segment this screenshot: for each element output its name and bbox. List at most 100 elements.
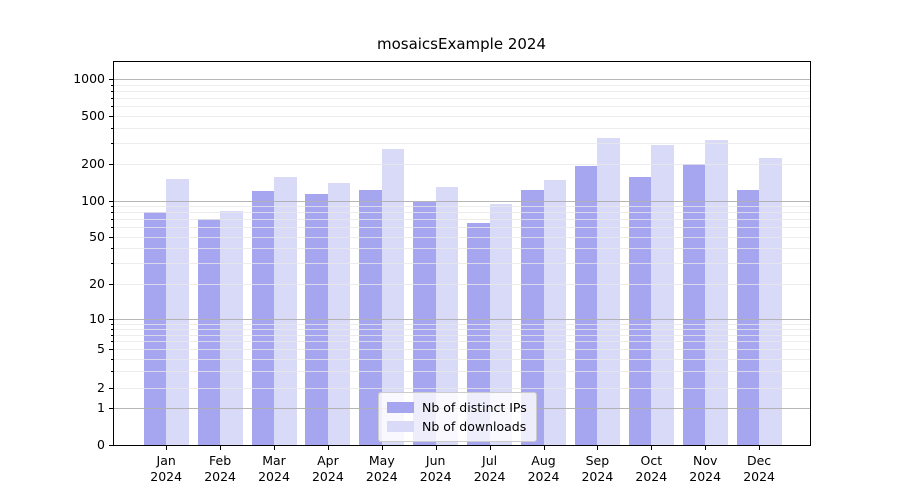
y-minor-tick-mark (111, 84, 113, 86)
x-tick-label-sep: Sep 2024 (567, 453, 627, 485)
bar-distinct-ips-jun (413, 202, 436, 445)
y-tick-label: 50 (89, 228, 105, 244)
x-tick-label-jul: Jul 2024 (460, 453, 520, 485)
minor-gridline (114, 127, 810, 129)
month-label: Apr (317, 453, 339, 468)
x-tick-mark (220, 446, 222, 450)
minor-gridline (114, 90, 810, 92)
month-label: Jul (482, 453, 498, 468)
bar-distinct-ips-feb (197, 218, 221, 445)
bar-downloads-feb (220, 210, 243, 445)
y-minor-tick-mark (111, 206, 113, 208)
x-tick-mark (435, 446, 437, 450)
legend-swatch-icon (387, 421, 414, 432)
x-tick-mark (543, 446, 545, 450)
y-minor-tick-mark (111, 263, 113, 265)
minor-gridline (114, 236, 810, 238)
year-label: 2024 (419, 469, 452, 484)
y-minor-tick-mark (111, 236, 113, 238)
minor-gridline (114, 219, 810, 221)
year-label: 2024 (204, 469, 236, 484)
x-tick-mark (651, 446, 653, 450)
month-label: Mar (262, 453, 286, 468)
bar-downloads-nov (705, 140, 728, 445)
major-gridline (114, 319, 810, 320)
y-minor-tick-mark (111, 116, 113, 117)
minor-gridline (114, 349, 810, 351)
y-minor-tick-mark (111, 90, 113, 92)
y-tick-mark (109, 319, 113, 320)
bar-distinct-ips-oct (628, 176, 652, 445)
bar-downloads-aug (543, 180, 566, 445)
x-tick-label-feb: Feb 2024 (190, 453, 250, 485)
legend-label: Nb of downloads (422, 419, 527, 434)
minor-gridline (114, 84, 810, 86)
y-minor-tick-mark (111, 164, 113, 165)
bar-downloads-jan (166, 179, 189, 445)
month-label: Jun (425, 453, 446, 468)
bar-downloads-oct (651, 144, 674, 445)
month-label: Aug (531, 453, 556, 468)
year-label: 2024 (527, 469, 560, 484)
legend: Nb of distinct IPs Nb of downloads (378, 392, 537, 442)
y-minor-tick-mark (111, 248, 113, 250)
y-minor-tick-mark (111, 388, 113, 390)
x-tick-mark (705, 446, 707, 450)
x-tick-mark (327, 446, 329, 450)
year-label: 2024 (743, 469, 775, 484)
year-label: 2024 (581, 469, 614, 484)
bar-distinct-ips-jul (467, 223, 490, 445)
year-label: 2024 (689, 469, 722, 484)
minor-gridline (114, 98, 810, 100)
x-tick-mark (489, 446, 491, 450)
minor-gridline (114, 388, 810, 390)
y-minor-tick-mark (111, 219, 113, 221)
y-minor-tick-mark (111, 106, 113, 108)
minor-gridline (114, 358, 810, 360)
minor-gridline (114, 263, 810, 265)
minor-gridline (114, 341, 810, 343)
x-tick-label-nov: Nov 2024 (675, 453, 735, 485)
year-label: 2024 (311, 469, 344, 484)
legend-label: Nb of distinct IPs (422, 400, 527, 415)
bar-downloads-may (381, 148, 405, 445)
x-tick-mark (759, 446, 761, 450)
bar-downloads-dec (759, 157, 782, 445)
month-label: Dec (746, 453, 772, 468)
minor-gridline (114, 323, 810, 325)
minor-gridline (114, 334, 810, 336)
year-label: 2024 (150, 469, 183, 484)
minor-gridline (114, 116, 810, 117)
x-tick-label-dec: Dec 2024 (729, 453, 789, 485)
x-tick-mark (166, 446, 168, 450)
bar-distinct-ips-mar (251, 190, 274, 445)
y-tick-label: 2 (97, 380, 105, 396)
x-tick-mark (381, 446, 383, 450)
bar-distinct-ips-sep (574, 165, 598, 445)
minor-gridline (114, 328, 810, 330)
y-minor-tick-mark (111, 341, 113, 343)
bar-distinct-ips-nov (682, 164, 706, 445)
y-minor-tick-mark (111, 284, 113, 285)
year-label: 2024 (473, 469, 506, 484)
month-label: Nov (692, 453, 718, 468)
bar-distinct-ips-may (359, 189, 382, 445)
minor-gridline (114, 248, 810, 250)
y-tick-mark (109, 201, 113, 202)
x-tick-label-may: May 2024 (352, 453, 412, 485)
x-tick-label-oct: Oct 2024 (621, 453, 681, 485)
y-tick-label: 200 (81, 156, 105, 171)
minor-gridline (114, 371, 810, 373)
month-label: Oct (640, 453, 663, 468)
y-minor-tick-mark (111, 358, 113, 360)
y-tick-label: 1 (97, 399, 105, 415)
y-minor-tick-mark (111, 212, 113, 214)
year-label: 2024 (635, 469, 668, 484)
year-label: 2024 (365, 469, 398, 484)
bar-distinct-ips-jan (143, 212, 167, 445)
bar-downloads-apr (327, 182, 351, 445)
x-tick-label-aug: Aug 2024 (514, 453, 574, 485)
x-tick-label-jan: Jan 2024 (136, 453, 196, 485)
y-tick-label: 10 (89, 311, 105, 326)
